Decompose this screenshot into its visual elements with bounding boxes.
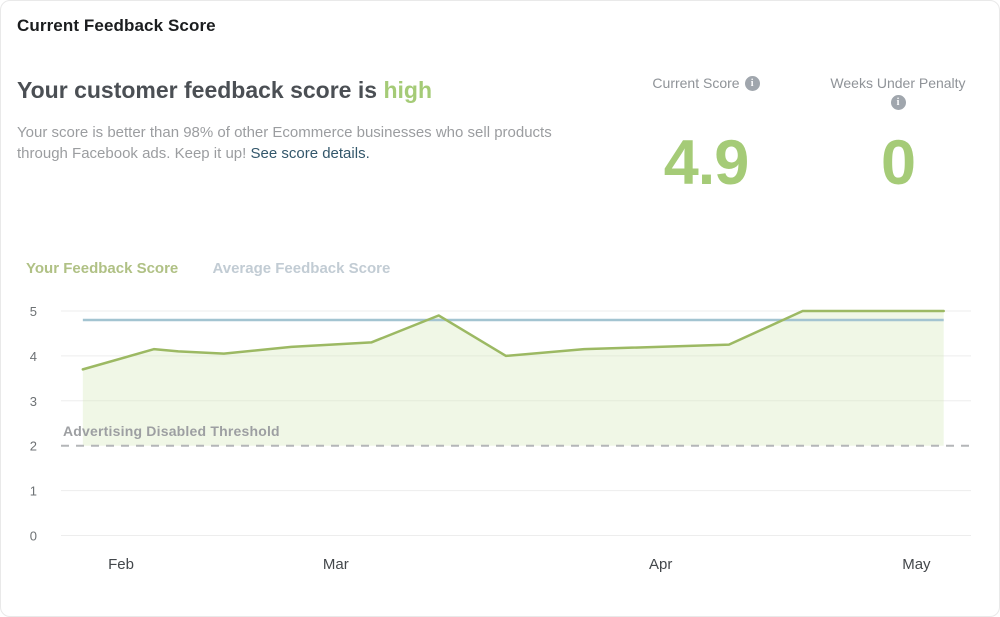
y-axis-tick-3: 3 (30, 394, 37, 409)
y-axis-tick-4: 4 (30, 349, 37, 364)
score-description-line2: through Facebook ads. Keep it up! (17, 145, 247, 162)
current-score-info-icon[interactable]: i (744, 76, 760, 91)
x-axis-month-mar: Mar (323, 556, 349, 573)
feedback-chart: 0 1 2 3 4 5 Feb Mar Apr May (1, 299, 999, 589)
y-axis-tick-2: 2 (30, 439, 37, 454)
x-axis-month-feb: Feb (108, 556, 134, 573)
score-description-line1: Your score is better than 98% of other E… (17, 124, 552, 141)
your-feedback-score-line (81, 309, 945, 371)
weeks-under-penalty-stat: Weeks Under Penalty i 0 (811, 75, 985, 198)
y-axis-tick-0: 0 (30, 529, 37, 544)
y-axis-tick-5: 5 (30, 304, 37, 319)
x-axis-month-apr: Apr (649, 556, 672, 573)
score-rating-text: high (383, 77, 432, 103)
weeks-under-penalty-info-icon[interactable]: i (890, 95, 906, 110)
current-score-label-row: Current Score i (623, 75, 789, 92)
score-summary-prefix: Your customer feedback score is (17, 77, 378, 103)
chart-legend: Your Feedback Score Average Feedback Sco… (26, 260, 390, 277)
feedback-chart-svg: 0 1 2 3 4 5 Feb Mar Apr May (30, 304, 971, 573)
score-area-fill (82, 311, 944, 446)
weeks-under-penalty-label-row: Weeks Under Penalty i (811, 75, 985, 110)
see-score-details-link[interactable]: See score details. (250, 145, 370, 162)
current-score-stat: Current Score i 4.9 (623, 75, 789, 198)
legend-average-feedback-score: Average Feedback Score (212, 260, 391, 277)
x-axis-month-may: May (902, 556, 931, 573)
threshold-label: Advertising Disabled Threshold (63, 423, 280, 439)
weeks-under-penalty-label: Weeks Under Penalty (830, 75, 966, 91)
score-summary-heading: Your customer feedback score is high (17, 77, 432, 104)
page-title: Current Feedback Score (17, 16, 216, 35)
legend-your-feedback-score: Your Feedback Score (26, 260, 179, 277)
current-score-value: 4.9 (663, 128, 750, 198)
weeks-under-penalty-value: 0 (880, 128, 916, 198)
y-axis-tick-1: 1 (30, 484, 37, 499)
score-description: Your score is better than 98% of other E… (17, 122, 597, 164)
current-score-label: Current Score (652, 75, 740, 91)
